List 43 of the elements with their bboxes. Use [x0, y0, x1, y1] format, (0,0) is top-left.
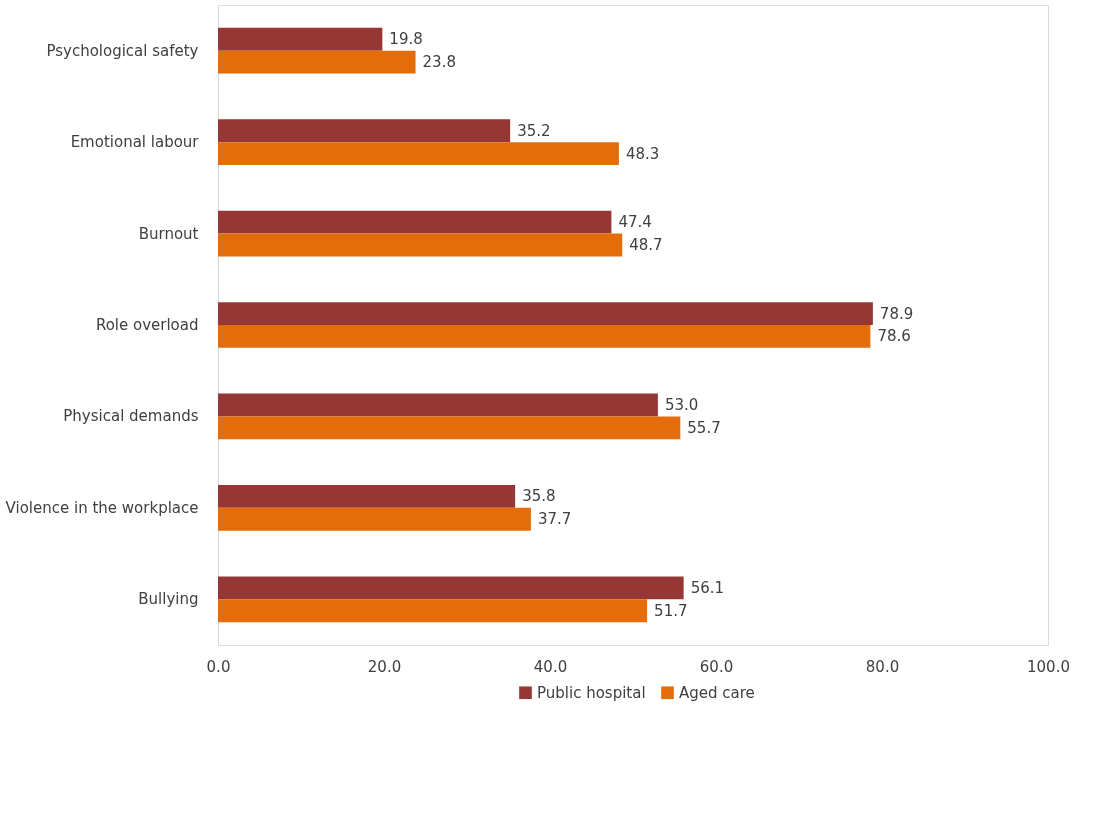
bar — [218, 210, 612, 234]
bar — [218, 507, 531, 531]
data-label: 51.7 — [654, 601, 688, 620]
data-label: 48.7 — [629, 236, 663, 254]
bar — [218, 27, 383, 51]
x-tick-label: 0.0 — [206, 657, 231, 676]
y-tick-label: Emotional labour — [70, 133, 200, 152]
data-label: 53.0 — [664, 396, 699, 414]
data-label: 47.4 — [618, 213, 652, 232]
bar — [218, 485, 516, 508]
x-tick-label: 100.0 — [1027, 657, 1070, 676]
data-label: 19.8 — [389, 30, 423, 49]
bar — [218, 302, 873, 325]
x-tick-label: 20.0 — [367, 657, 402, 676]
bar — [218, 142, 619, 165]
data-label: 56.1 — [690, 578, 725, 597]
x-tick-label: 60.0 — [699, 657, 734, 676]
bar — [218, 233, 623, 257]
data-label: 78.6 — [877, 327, 911, 346]
data-label: 23.8 — [422, 53, 456, 72]
data-label: 55.7 — [687, 418, 721, 437]
data-label: 78.9 — [879, 304, 914, 323]
x-tick-label: 80.0 — [865, 657, 900, 676]
bar — [218, 50, 416, 74]
y-tick-label: Bullying — [138, 590, 199, 609]
bar — [218, 119, 511, 143]
y-tick-label: Violence in the workplace — [5, 498, 199, 517]
y-tick-label: Role overload — [95, 316, 199, 334]
data-label: 35.2 — [517, 121, 551, 140]
bar — [218, 599, 648, 623]
x-tick-label: 40.0 — [533, 657, 568, 676]
data-label: 37.7 — [537, 510, 572, 529]
bar — [218, 416, 681, 440]
legend-label: Aged care — [679, 683, 755, 702]
bar — [218, 393, 658, 417]
y-tick-label: Physical demands — [63, 407, 199, 426]
bar — [218, 325, 871, 348]
y-tick-label: Burnout — [138, 224, 199, 243]
legend-label: Public hospital — [537, 683, 646, 702]
bar — [218, 576, 684, 600]
data-label: 35.8 — [522, 487, 556, 506]
y-tick-label: Psychological safety — [46, 41, 199, 60]
data-label: 48.3 — [625, 144, 660, 163]
